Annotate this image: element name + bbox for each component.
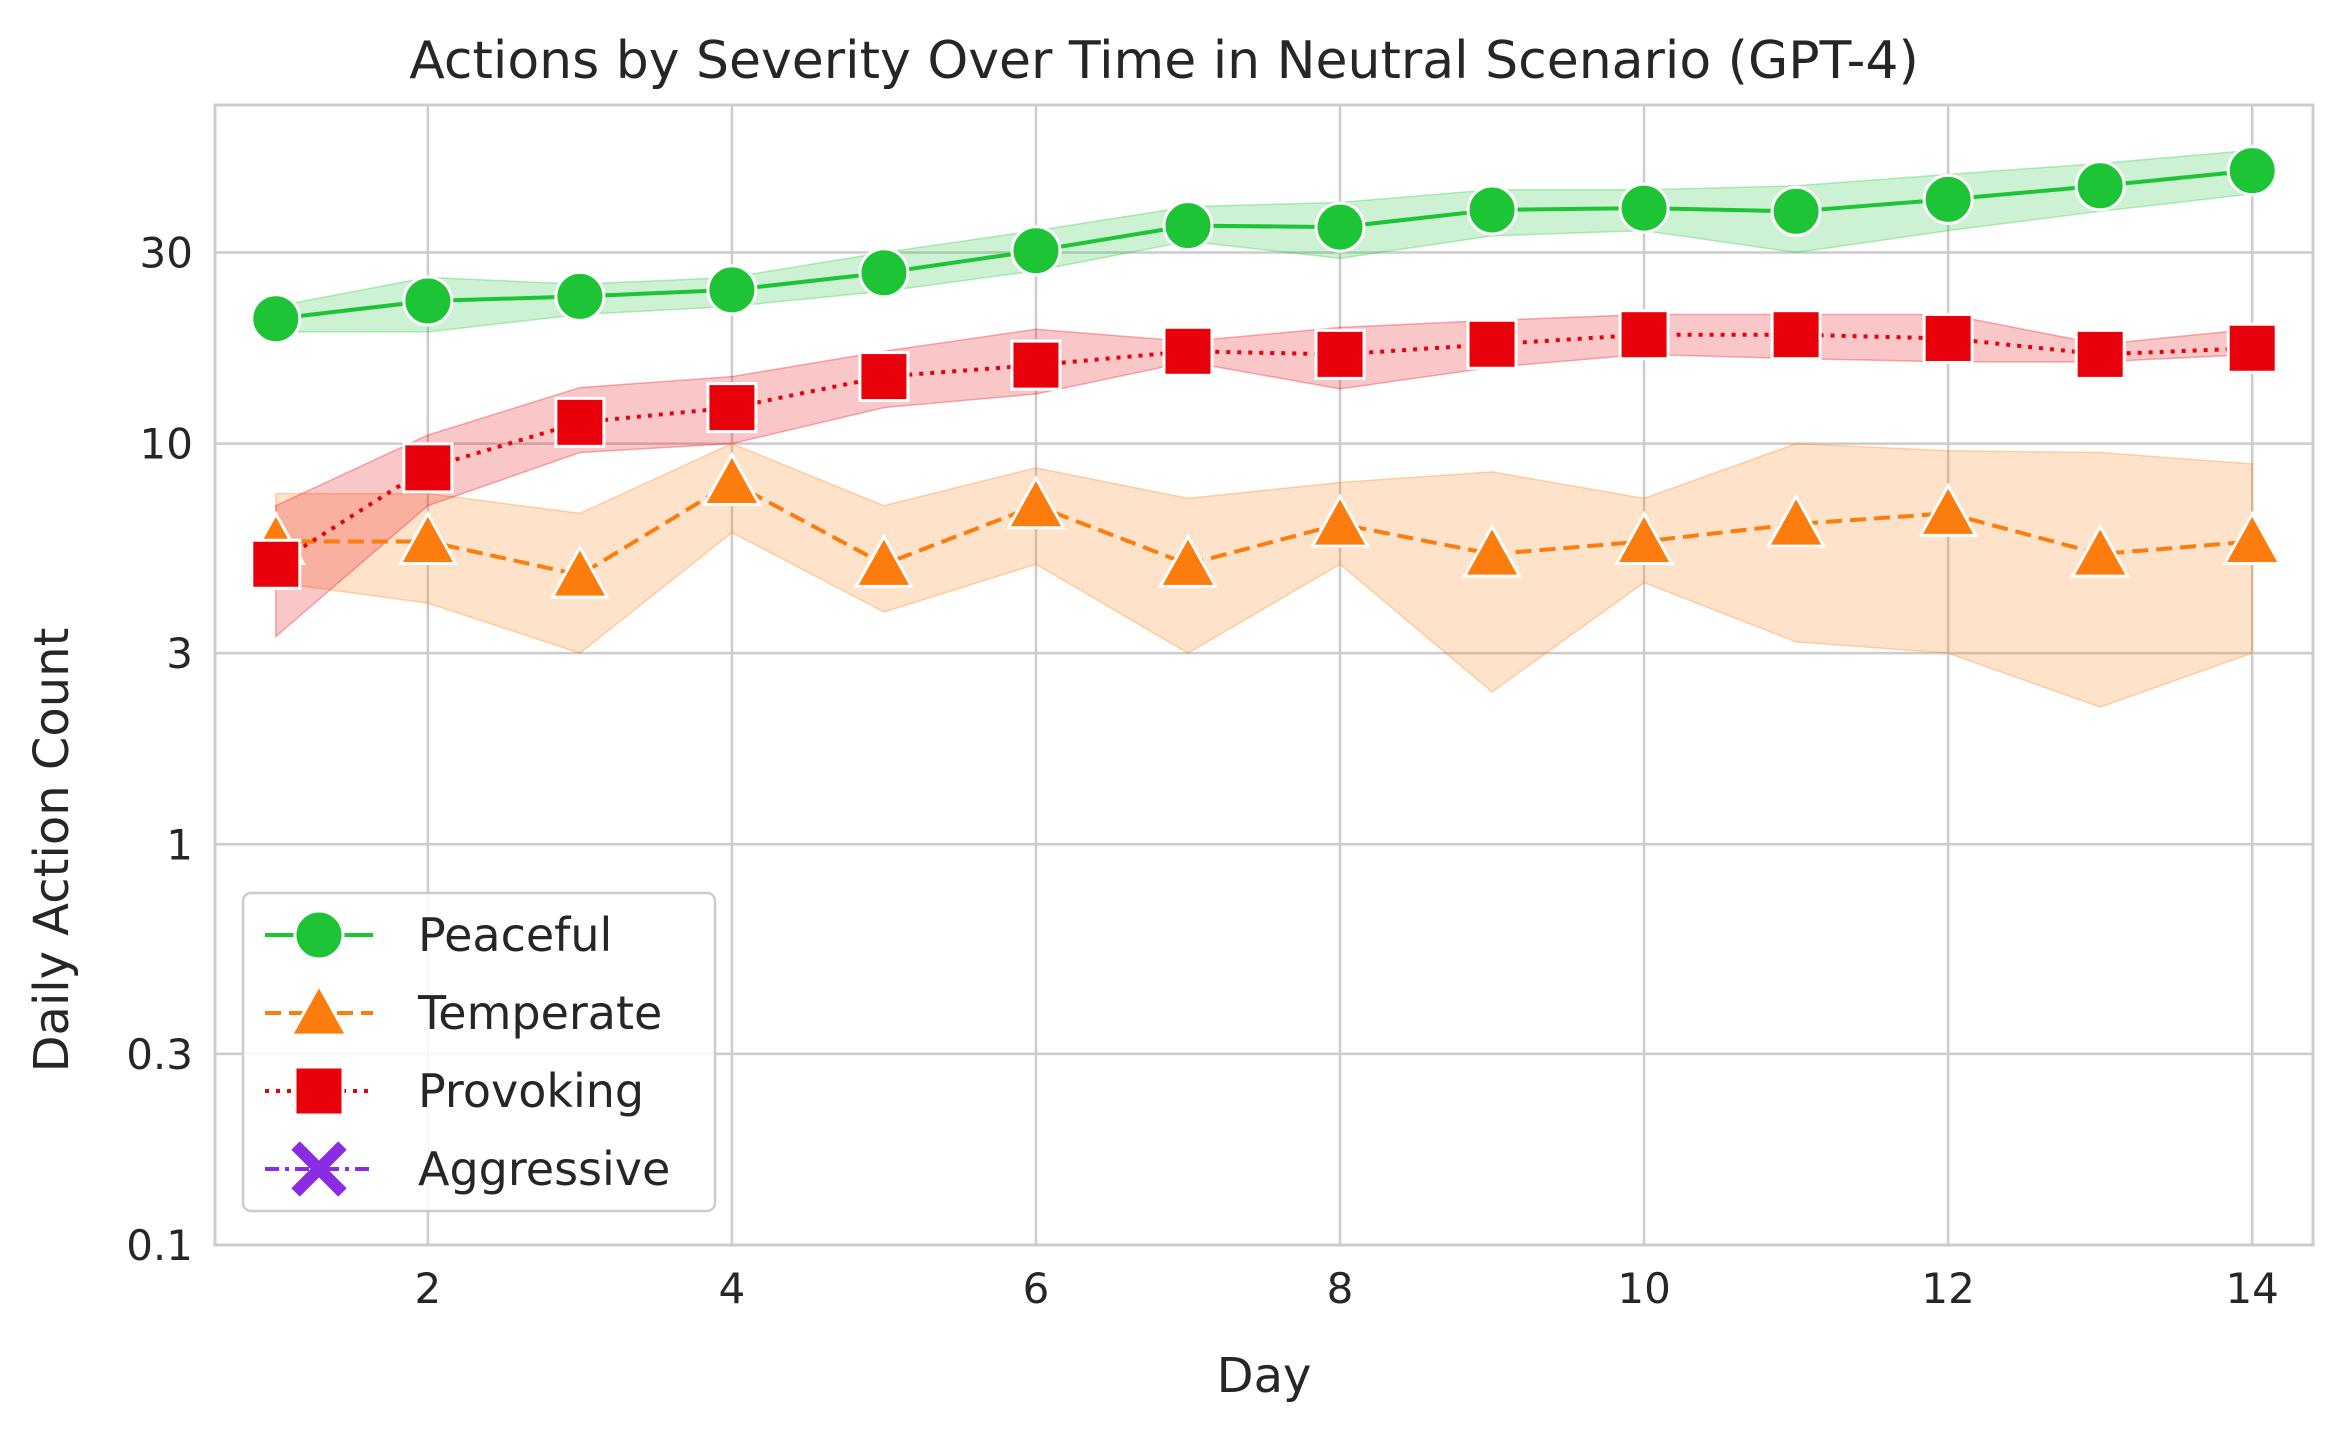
provoking-point: [1922, 312, 1974, 364]
peaceful-point: [2226, 145, 2278, 197]
peaceful-point: [250, 293, 302, 345]
provoking-point: [554, 396, 606, 448]
provoking-point: [1010, 339, 1062, 391]
temperate-point: [1917, 482, 1979, 537]
peaceful-point: [1618, 182, 1670, 234]
legend-marker-temperate: [288, 982, 350, 1037]
plot-frame: [213, 103, 2315, 1247]
peaceful-point: [2074, 160, 2126, 212]
legend-box: [241, 891, 717, 1213]
series-markers: [245, 145, 2283, 599]
legend-label-aggressive: Aggressive: [418, 1142, 670, 1196]
y-tick-label: 1: [166, 820, 193, 869]
provoking-point: [1162, 325, 1214, 377]
temperate-point: [1613, 510, 1675, 566]
tick-labels: 2 4 6 8 10 12 14 0.1 0.3 1 3 10 30: [126, 228, 2279, 1313]
x-tick-label: 4: [719, 1264, 746, 1313]
x-tick-label: 10: [1617, 1264, 1670, 1313]
peaceful-point: [1314, 201, 1366, 253]
peaceful-point: [1162, 200, 1214, 252]
x-tick-label: 14: [2225, 1264, 2278, 1313]
provoking-point: [1466, 318, 1518, 370]
peaceful-point: [706, 264, 758, 316]
provoking-point: [2226, 322, 2278, 374]
temperate-point: [1765, 493, 1827, 548]
y-tick-label: 30: [140, 228, 193, 277]
legend-label-temperate: Temperate: [417, 986, 662, 1040]
peaceful-point: [402, 275, 454, 327]
peaceful-point: [858, 247, 910, 299]
chart-title: Actions by Severity Over Time in Neutral…: [409, 31, 1919, 91]
x-tick-label: 8: [1327, 1264, 1354, 1313]
temperate-point: [1461, 523, 1523, 578]
temperate-point: [1005, 475, 1067, 530]
temperate-point: [549, 544, 611, 599]
temperate-point: [2222, 510, 2283, 566]
legend: Peaceful Temperate Provoking Aggressive: [241, 891, 717, 1213]
x-axis-label: Day: [1217, 1348, 1312, 1404]
temperate-point: [853, 533, 915, 588]
legend-marker-peaceful: [293, 909, 345, 961]
peaceful-point: [1466, 184, 1518, 236]
legend-label-peaceful: Peaceful: [418, 908, 612, 962]
y-tick-label: 0.3: [126, 1030, 193, 1079]
x-tick-label: 12: [1921, 1264, 1974, 1313]
temperate-point: [2070, 523, 2131, 578]
temperate-confidence-band: [275, 442, 2253, 708]
y-tick-label: 0.1: [126, 1221, 193, 1270]
temperate-line: [275, 480, 2253, 578]
provoking-point: [858, 351, 910, 403]
legend-marker-provoking: [293, 1065, 345, 1117]
provoking-point: [1618, 309, 1670, 361]
legend-marker-aggressive: [291, 1141, 347, 1197]
provoking-point: [706, 382, 758, 434]
provoking-point: [250, 538, 302, 590]
peaceful-point: [1010, 225, 1062, 277]
y-axis-label: Daily Action Count: [24, 628, 80, 1073]
y-tick-label: 10: [140, 420, 193, 469]
provoking-point: [2074, 328, 2126, 380]
y-tick-label: 3: [166, 629, 193, 678]
temperate-point: [701, 451, 763, 507]
peaceful-point: [1922, 173, 1974, 225]
temperate-point: [1309, 493, 1371, 548]
peaceful-point: [1770, 185, 1822, 237]
temperate-point: [1157, 533, 1219, 588]
legend-label-provoking: Provoking: [418, 1064, 644, 1118]
x-tick-label: 6: [1023, 1264, 1050, 1313]
provoking-point: [1770, 309, 1822, 361]
x-tick-label: 2: [414, 1264, 441, 1313]
peaceful-point: [554, 270, 606, 322]
provoking-point: [402, 442, 454, 494]
temperate-point: [397, 510, 458, 566]
provoking-point: [1314, 328, 1366, 380]
